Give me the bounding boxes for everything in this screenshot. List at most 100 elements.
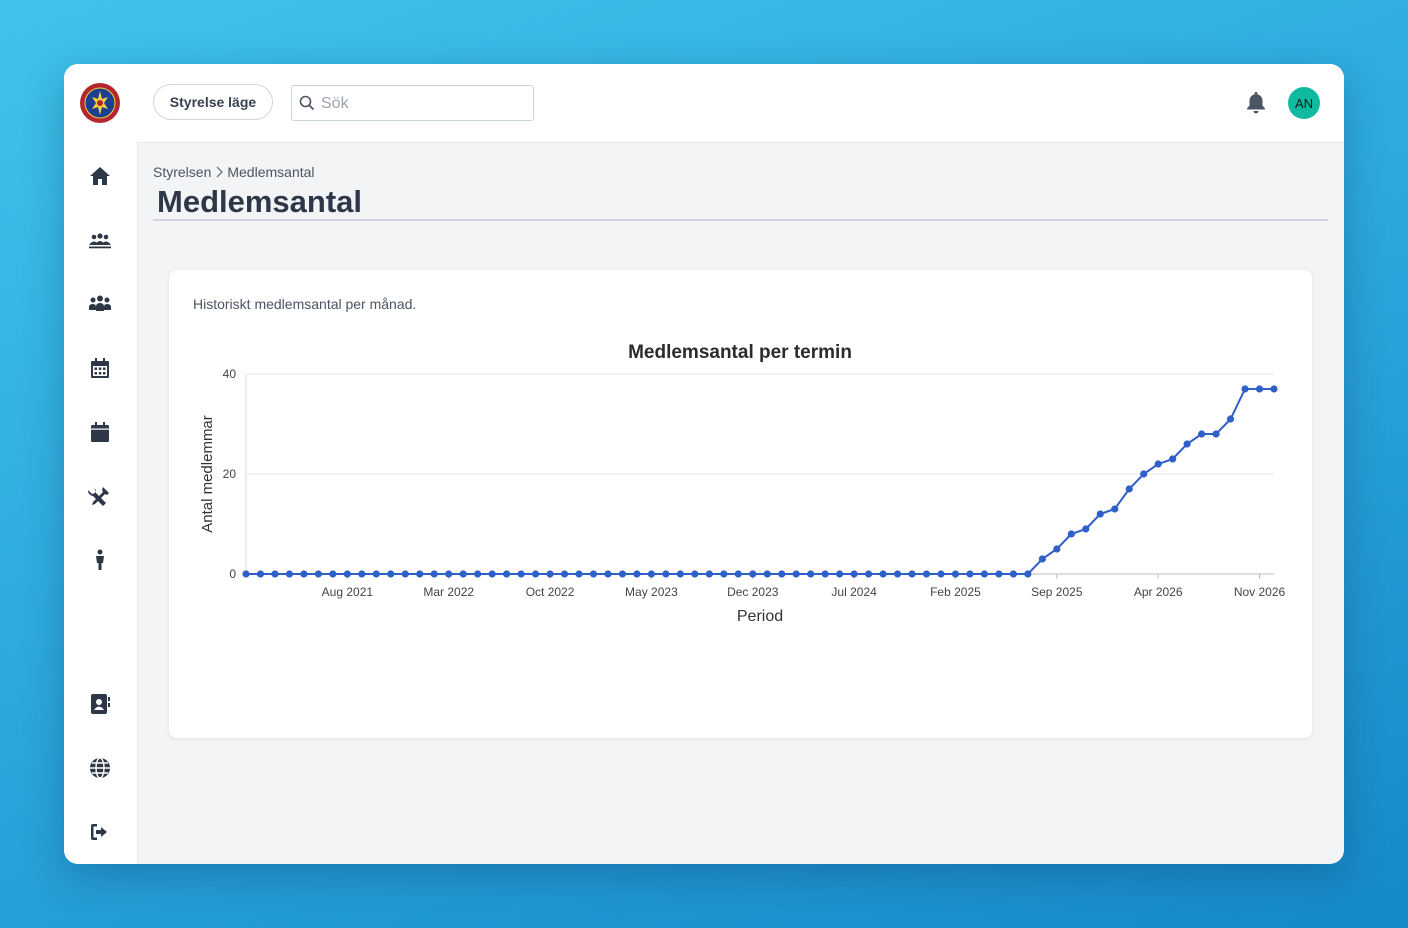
data-point [1125,485,1133,493]
data-point [864,570,873,578]
data-point [966,570,974,578]
data-point [256,570,265,578]
y-axis-label: Antal medlemmar [199,415,216,533]
data-point [1212,430,1220,438]
data-point [517,570,525,578]
x-axis-label: Period [737,608,783,625]
data-point [1183,440,1191,448]
globe-icon[interactable] [88,756,112,780]
x-tick-label: Mar 2022 [423,585,474,599]
member-count-chart: Medlemsantal per termin Antal medlemmar … [199,342,1286,625]
data-point [908,570,916,578]
data-point [647,570,656,578]
search-input[interactable] [319,90,528,118]
data-point [488,570,496,578]
app-window: Styrelse läge AN Styrelsen Medlemsantal … [64,64,1344,864]
bell-icon[interactable] [1245,90,1267,114]
series-line [246,388,1274,575]
data-point [778,570,786,578]
data-point [1111,505,1119,513]
people-icon[interactable] [88,292,112,316]
data-point [329,570,337,578]
home-icon[interactable] [88,164,112,188]
page-title: Medlemsantal [157,184,363,219]
scout-emblem-logo[interactable] [80,83,120,123]
chart-description: Historiskt medlemsantal per månad. [193,296,417,312]
data-point [285,570,294,578]
x-tick-label: Aug 2021 [322,585,374,599]
chart-title: Medlemsantal per termin [628,342,852,363]
data-point [1082,525,1090,533]
data-point [807,570,815,578]
calendar-icon[interactable] [88,420,112,444]
data-point [474,570,482,578]
data-point [358,570,366,578]
data-point [589,570,598,578]
x-tick-label: May 2023 [625,585,678,599]
data-point [1198,430,1206,438]
chevron-right-icon [216,166,224,178]
data-point [792,570,800,578]
data-point [459,570,467,578]
breadcrumb-parent[interactable]: Styrelsen [153,164,212,180]
data-point [1067,530,1075,538]
data-point [922,570,931,578]
breadcrumb-current: Medlemsantal [227,164,315,180]
data-point [980,570,989,578]
board-mode-button[interactable]: Styrelse läge [153,84,273,120]
data-point [314,570,322,578]
data-point [372,570,380,578]
data-point [1096,510,1104,518]
data-point [531,570,540,578]
data-point [1024,570,1032,578]
person-icon[interactable] [88,548,112,572]
data-point [951,570,960,578]
data-point [242,570,250,578]
data-point [604,570,612,578]
x-tick-label: Dec 2023 [727,585,779,599]
tools-icon[interactable] [88,484,112,508]
data-point [1053,545,1061,553]
data-point [1270,385,1278,393]
data-point [546,570,554,578]
data-point [734,570,742,578]
data-point [416,570,424,578]
data-point [720,570,728,578]
data-point [763,570,771,578]
data-point [749,570,757,578]
data-point [662,570,670,578]
title-divider [153,219,1328,221]
data-point [1140,470,1148,478]
data-point [1154,460,1162,468]
x-tick-label: Oct 2022 [526,585,575,599]
breadcrumb: Styrelsen Medlemsantal [153,164,315,180]
data-point [633,570,641,578]
data-point [1009,570,1017,578]
x-tick-label: Feb 2025 [930,585,981,599]
data-point [850,570,858,578]
data-point [937,570,945,578]
data-point [821,570,829,578]
chart-card: Historiskt medlemsantal per månad. Medle… [169,270,1312,738]
data-point [893,570,902,578]
logout-icon[interactable] [88,820,112,844]
data-point [300,570,308,578]
search-field[interactable] [291,85,534,121]
data-point [676,570,684,578]
data-point [271,570,279,578]
data-point [575,570,583,578]
data-point [1226,415,1235,423]
data-point [445,570,453,578]
group-icon[interactable] [88,228,112,252]
data-point [1169,455,1177,463]
contact-book-icon[interactable] [88,692,112,716]
data-point [1255,385,1264,393]
data-point [1241,385,1249,393]
calendar-grid-icon[interactable] [88,356,112,380]
data-point [430,570,438,578]
user-avatar[interactable]: AN [1288,87,1320,119]
data-point [618,570,627,578]
x-tick-label: Apr 2026 [1134,585,1183,599]
y-tick-label: 20 [223,467,237,481]
data-point [1038,555,1046,563]
